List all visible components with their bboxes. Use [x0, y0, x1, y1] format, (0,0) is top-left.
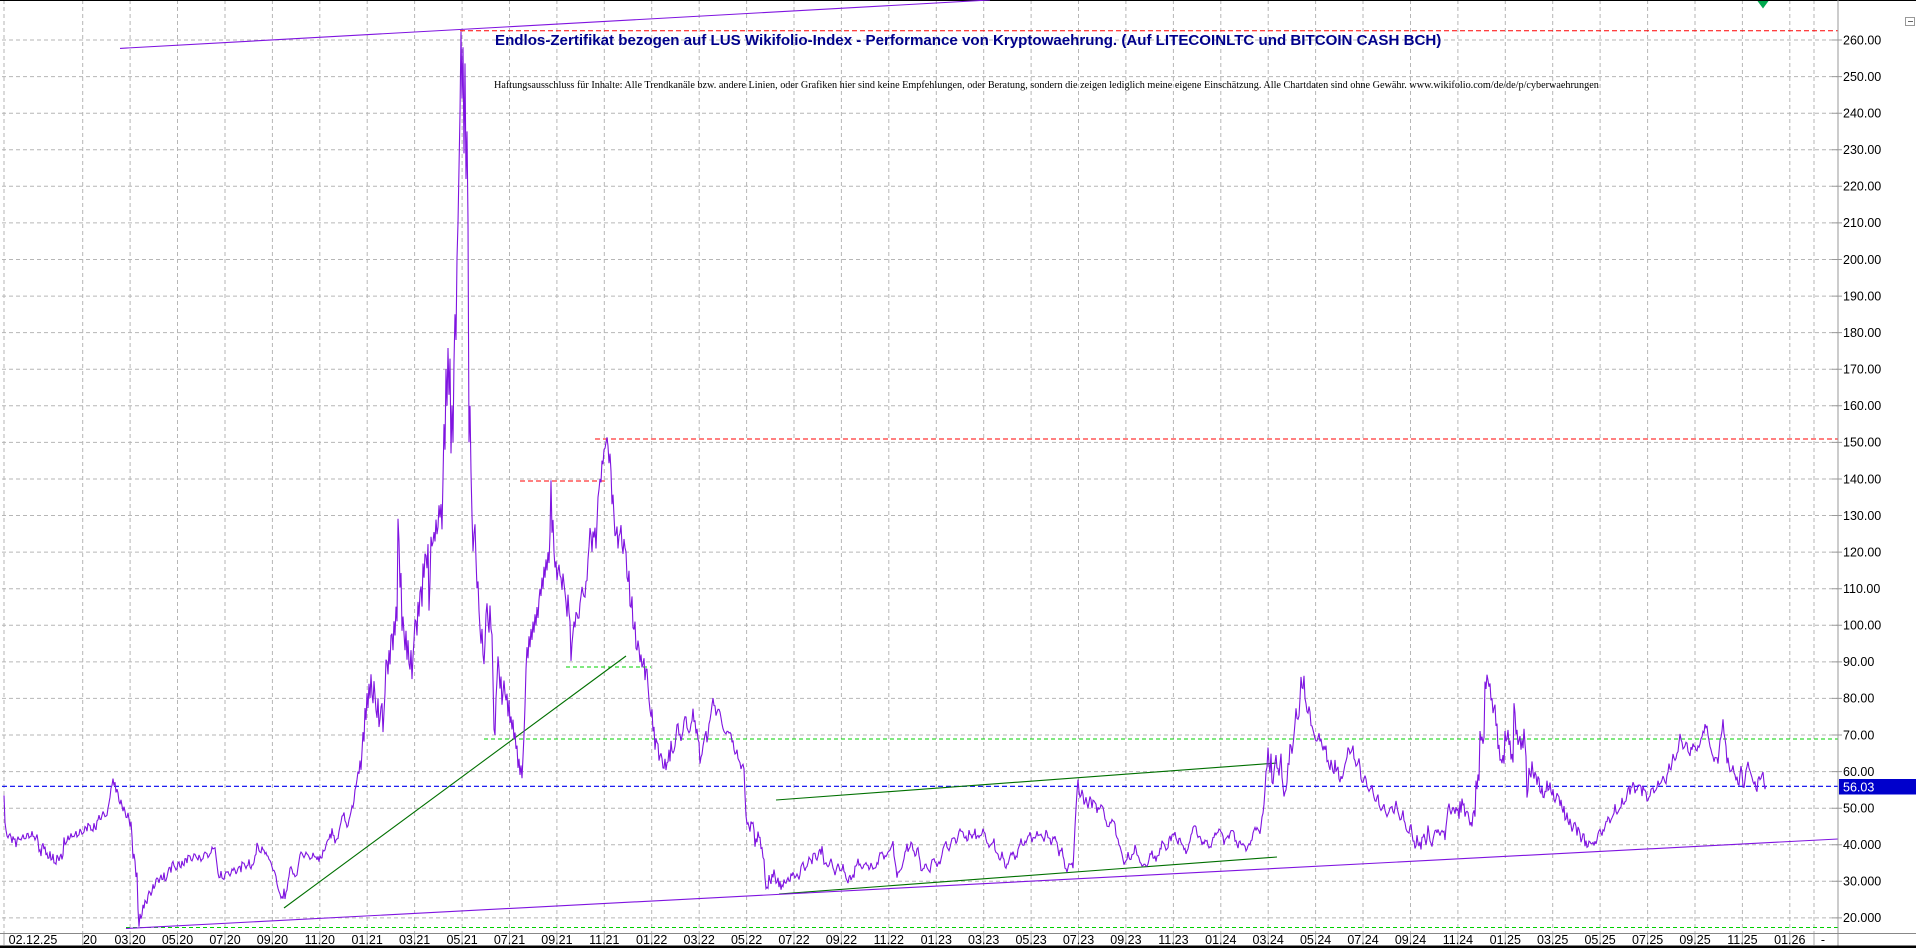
svg-text:80.00: 80.00 [1843, 692, 1874, 706]
svg-text:01.26: 01.26 [1774, 933, 1805, 947]
svg-text:02.12.25: 02.12.25 [9, 933, 58, 947]
svg-text:07.20: 07.20 [209, 933, 240, 947]
svg-text:190.00: 190.00 [1843, 289, 1881, 303]
svg-text:03.20: 03.20 [114, 933, 145, 947]
svg-text:130.00: 130.00 [1843, 509, 1881, 523]
svg-text:11.20: 11.20 [305, 933, 335, 947]
svg-text:01.21: 01.21 [352, 933, 383, 947]
svg-text:05.21: 05.21 [446, 933, 477, 947]
svg-text:240.00: 240.00 [1843, 107, 1881, 121]
svg-text:11.21: 11.21 [589, 933, 619, 947]
svg-text:05.24: 05.24 [1300, 933, 1331, 947]
svg-text:120.00: 120.00 [1843, 545, 1881, 559]
svg-text:Endlos-Zertifikat bezogen auf: Endlos-Zertifikat bezogen auf LUS Wikifo… [495, 32, 1441, 49]
svg-text:09.25: 09.25 [1679, 933, 1710, 947]
svg-text:03.24: 03.24 [1253, 933, 1284, 947]
svg-text:70.00: 70.00 [1843, 728, 1874, 742]
svg-text:07.23: 07.23 [1063, 933, 1094, 947]
svg-text:07.22: 07.22 [778, 933, 809, 947]
svg-text:56.03: 56.03 [1843, 781, 1874, 795]
svg-text:110.00: 110.00 [1843, 582, 1880, 596]
svg-text:260.00: 260.00 [1843, 33, 1881, 47]
svg-text:05.22: 05.22 [731, 933, 762, 947]
svg-text:09.20: 09.20 [257, 933, 288, 947]
svg-text:09.22: 09.22 [826, 933, 857, 947]
svg-text:100.00: 100.00 [1843, 619, 1881, 633]
svg-text:07.25: 07.25 [1632, 933, 1663, 947]
svg-text:01.24: 01.24 [1205, 933, 1236, 947]
svg-text:90.00: 90.00 [1843, 655, 1874, 669]
svg-text:07.21: 07.21 [494, 933, 525, 947]
svg-text:50.00: 50.00 [1843, 802, 1874, 816]
svg-text:03.25: 03.25 [1537, 933, 1568, 947]
svg-text:03.22: 03.22 [684, 933, 715, 947]
svg-text:09.23: 09.23 [1110, 933, 1141, 947]
svg-text:160.00: 160.00 [1843, 399, 1881, 413]
svg-text:09.21: 09.21 [541, 933, 572, 947]
svg-text:11.23: 11.23 [1158, 933, 1188, 947]
svg-text:180.00: 180.00 [1843, 326, 1881, 340]
svg-text:09.24: 09.24 [1395, 933, 1426, 947]
svg-text:210.00: 210.00 [1843, 216, 1881, 230]
svg-text:20.000: 20.000 [1843, 911, 1881, 925]
svg-text:230.00: 230.00 [1843, 143, 1881, 157]
svg-text:150.00: 150.00 [1843, 436, 1881, 450]
svg-text:11.22: 11.22 [874, 933, 904, 947]
svg-text:05.23: 05.23 [1015, 933, 1046, 947]
svg-text:30.000: 30.000 [1843, 875, 1881, 889]
svg-text:40.000: 40.000 [1843, 838, 1881, 852]
svg-text:11.25: 11.25 [1727, 933, 1757, 947]
svg-text:03.23: 03.23 [968, 933, 999, 947]
svg-text:05.25: 05.25 [1584, 933, 1615, 947]
svg-text:140.00: 140.00 [1843, 472, 1881, 486]
svg-text:170.00: 170.00 [1843, 363, 1881, 377]
svg-text:-: - [1821, 933, 1825, 947]
svg-text:200.00: 200.00 [1843, 253, 1881, 267]
svg-text:05.20: 05.20 [162, 933, 193, 947]
svg-text:01.23: 01.23 [921, 933, 952, 947]
svg-text:01.25: 01.25 [1490, 933, 1521, 947]
svg-text:250.00: 250.00 [1843, 70, 1881, 84]
svg-text:20: 20 [83, 933, 97, 947]
svg-text:220.00: 220.00 [1843, 180, 1881, 194]
svg-text:11.24: 11.24 [1443, 933, 1473, 947]
svg-text:01.22: 01.22 [636, 933, 667, 947]
svg-text:07.24: 07.24 [1347, 933, 1378, 947]
svg-text:60.00: 60.00 [1843, 765, 1874, 779]
svg-text:03.21: 03.21 [399, 933, 430, 947]
svg-text:Haftungsausschluss für Inhalte: Haftungsausschluss für Inhalte: Alle Tre… [494, 80, 1599, 91]
